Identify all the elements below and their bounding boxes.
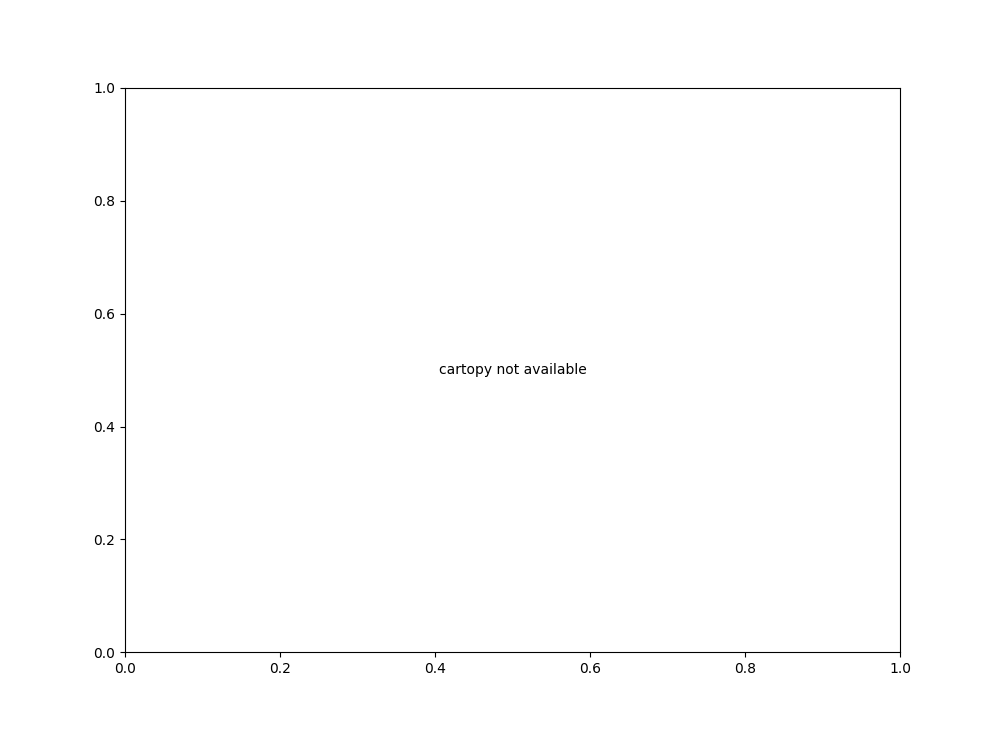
Text: cartopy not available: cartopy not available: [439, 363, 586, 377]
